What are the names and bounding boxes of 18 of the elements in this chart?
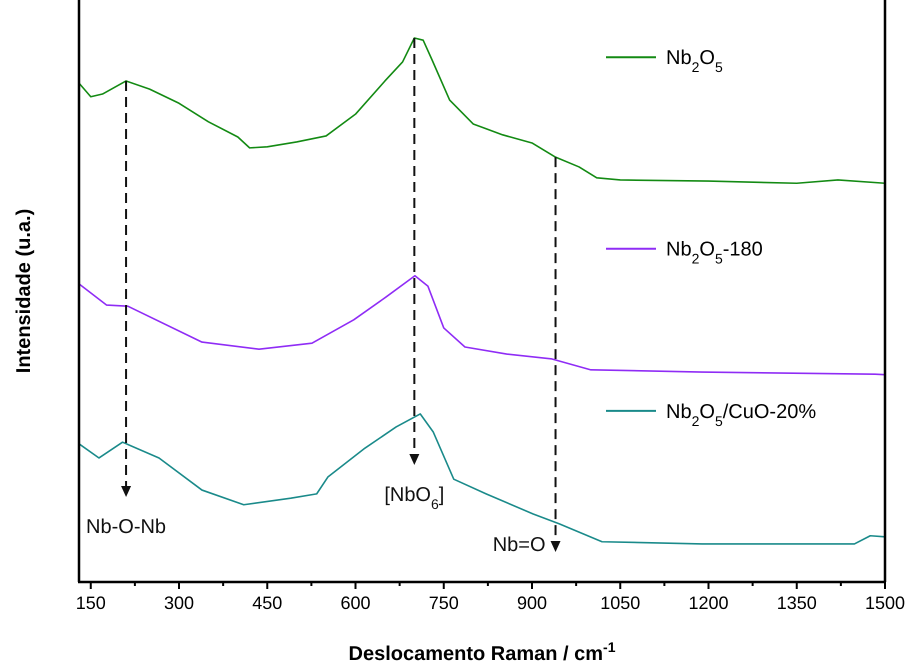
x-tick-label: 300 bbox=[164, 593, 194, 613]
x-tick-label: 750 bbox=[428, 593, 459, 613]
x-tick-label: 1200 bbox=[688, 593, 729, 613]
x-tick-label: 1500 bbox=[864, 593, 906, 613]
x-tick-label: 900 bbox=[516, 593, 548, 613]
ref-line-label: Nb=O bbox=[492, 534, 546, 556]
x-axis-title: Deslocamento Raman / cm$^{-1}$ bbox=[348, 639, 616, 665]
x-tick-label: 1350 bbox=[776, 593, 817, 613]
ref-line-label: Nb-O-Nb bbox=[86, 516, 166, 538]
x-tick-label: 1050 bbox=[600, 593, 640, 613]
y-axis-title: Intensidade (u.a.) bbox=[13, 208, 35, 374]
ref-line-label: [NbO$_{6}$] bbox=[384, 484, 444, 512]
x-tick-label: 450 bbox=[252, 593, 282, 613]
legend-label: Nb$_{2}$O$_{5}$/CuO-20% bbox=[666, 400, 816, 429]
x-tick-label: 600 bbox=[340, 593, 371, 613]
legend-label: Nb$_{2}$O$_{5}$-180 bbox=[666, 238, 763, 267]
x-tick-label: 150 bbox=[76, 593, 106, 613]
legend-label: Nb$_{2}$O$_{5}$ bbox=[666, 47, 723, 76]
